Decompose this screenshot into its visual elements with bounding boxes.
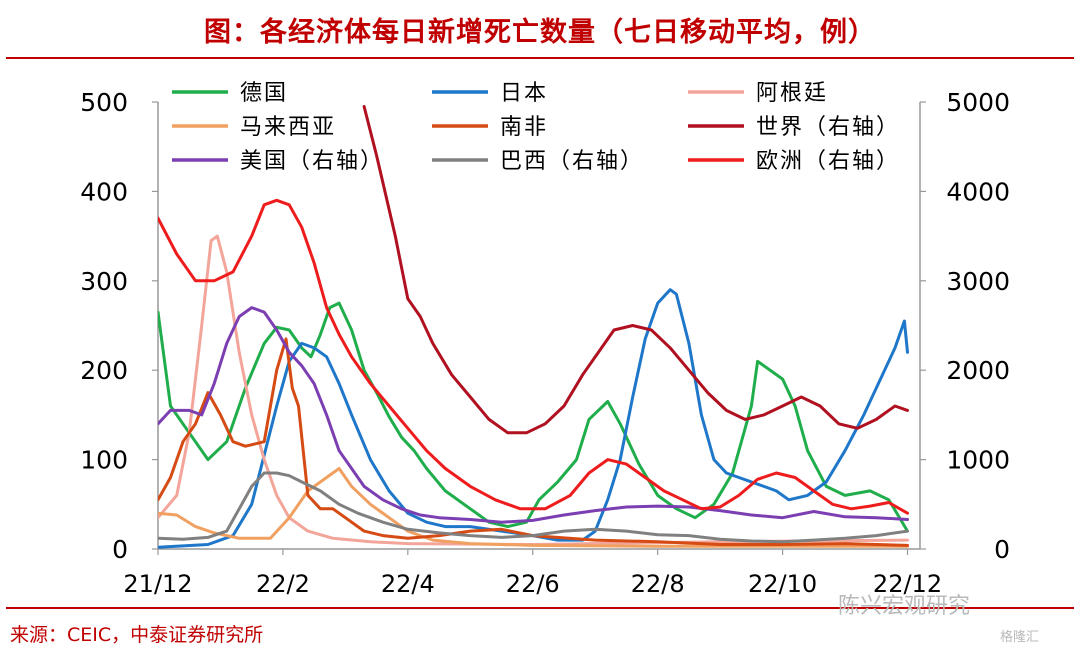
legend-label: 阿根廷 — [756, 81, 828, 106]
source-note: 来源：CEIC，中泰证券研究所 — [10, 624, 264, 646]
series-lines — [158, 105, 909, 549]
line-chart: 010020030040050001000200030004000500021/… — [80, 81, 1010, 598]
legend-label: 日本 — [500, 81, 548, 106]
title-bar: 图：各经济体每日新增死亡数量（七日移动平均，例） — [0, 0, 1080, 59]
axes: 010020030040050001000200030004000500021/… — [80, 88, 1010, 598]
watermark-secondary: 格隆汇 — [1000, 630, 1040, 645]
y-right-tick-label: 4000 — [946, 177, 1010, 206]
y-left-tick-label: 0 — [112, 535, 128, 564]
legend-label: 德国 — [240, 81, 288, 106]
legend-label: 欧洲（右轴） — [756, 149, 900, 174]
y-right-tick-label: 2000 — [946, 356, 1010, 385]
y-right-tick-label: 1000 — [946, 446, 1010, 475]
legend-label: 美国（右轴） — [240, 149, 384, 174]
series-line-1 — [158, 288, 909, 549]
watermark: 陈兴宏观研究 — [838, 594, 971, 619]
x-tick-label: 22/12 — [873, 570, 942, 598]
series-line-5 — [362, 105, 909, 435]
x-tick-label: 21/12 — [123, 570, 192, 598]
title-divider — [6, 57, 1074, 59]
series-line-2 — [158, 234, 909, 546]
legend-label: 南非 — [500, 115, 548, 140]
x-tick-label: 22/8 — [631, 570, 685, 598]
chart-title: 图：各经济体每日新增死亡数量（七日移动平均，例） — [204, 17, 876, 48]
y-right-tick-label: 5000 — [946, 88, 1010, 117]
y-left-tick-label: 200 — [80, 356, 128, 385]
y-left-tick-label: 100 — [80, 446, 128, 475]
series-line-3 — [158, 467, 909, 548]
y-left-tick-label: 500 — [80, 88, 128, 117]
y-right-tick-label: 3000 — [946, 267, 1010, 296]
series-line-7 — [158, 471, 909, 544]
series-line-8 — [158, 198, 909, 515]
x-tick-label: 22/2 — [256, 570, 310, 598]
footer-divider — [6, 607, 1074, 609]
y-left-tick-label: 300 — [80, 267, 128, 296]
series-line-0 — [158, 301, 909, 533]
y-right-tick-label: 0 — [994, 535, 1010, 564]
x-tick-label: 22/10 — [748, 570, 817, 598]
x-tick-label: 22/4 — [381, 570, 435, 598]
y-left-tick-label: 400 — [80, 177, 128, 206]
legend-label: 巴西（右轴） — [500, 149, 644, 174]
series-line-6 — [158, 306, 909, 524]
legend-label: 马来西亚 — [240, 115, 336, 140]
x-tick-label: 22/6 — [506, 570, 560, 598]
legend-label: 世界（右轴） — [756, 115, 900, 140]
series-line-4 — [158, 337, 909, 547]
